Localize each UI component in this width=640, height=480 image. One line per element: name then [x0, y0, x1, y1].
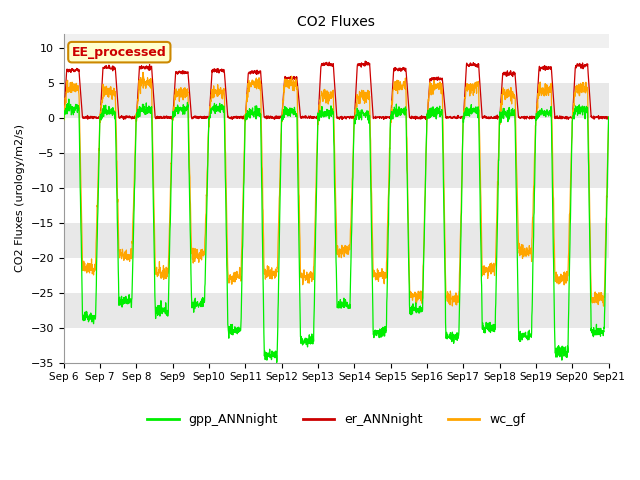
Bar [64, 223, 609, 258]
Bar [64, 258, 609, 293]
Bar [64, 118, 609, 153]
Bar [64, 153, 609, 188]
Title: CO2 Fluxes: CO2 Fluxes [297, 15, 375, 29]
Text: EE_processed: EE_processed [72, 46, 166, 59]
Bar [64, 48, 609, 83]
Bar [64, 83, 609, 118]
Bar [64, 188, 609, 223]
Legend: gpp_ANNnight, er_ANNnight, wc_gf: gpp_ANNnight, er_ANNnight, wc_gf [142, 408, 530, 431]
Bar [64, 328, 609, 362]
Y-axis label: CO2 Fluxes (urology/m2/s): CO2 Fluxes (urology/m2/s) [15, 124, 25, 273]
Bar [64, 293, 609, 328]
